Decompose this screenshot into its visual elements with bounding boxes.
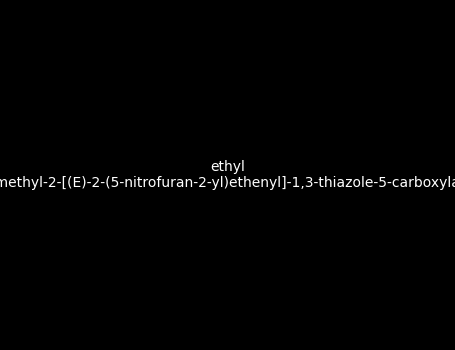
Text: ethyl 4-methyl-2-[(E)-2-(5-nitrofuran-2-yl)ethenyl]-1,3-thiazole-5-carboxylate: ethyl 4-methyl-2-[(E)-2-(5-nitrofuran-2-…	[0, 160, 455, 190]
